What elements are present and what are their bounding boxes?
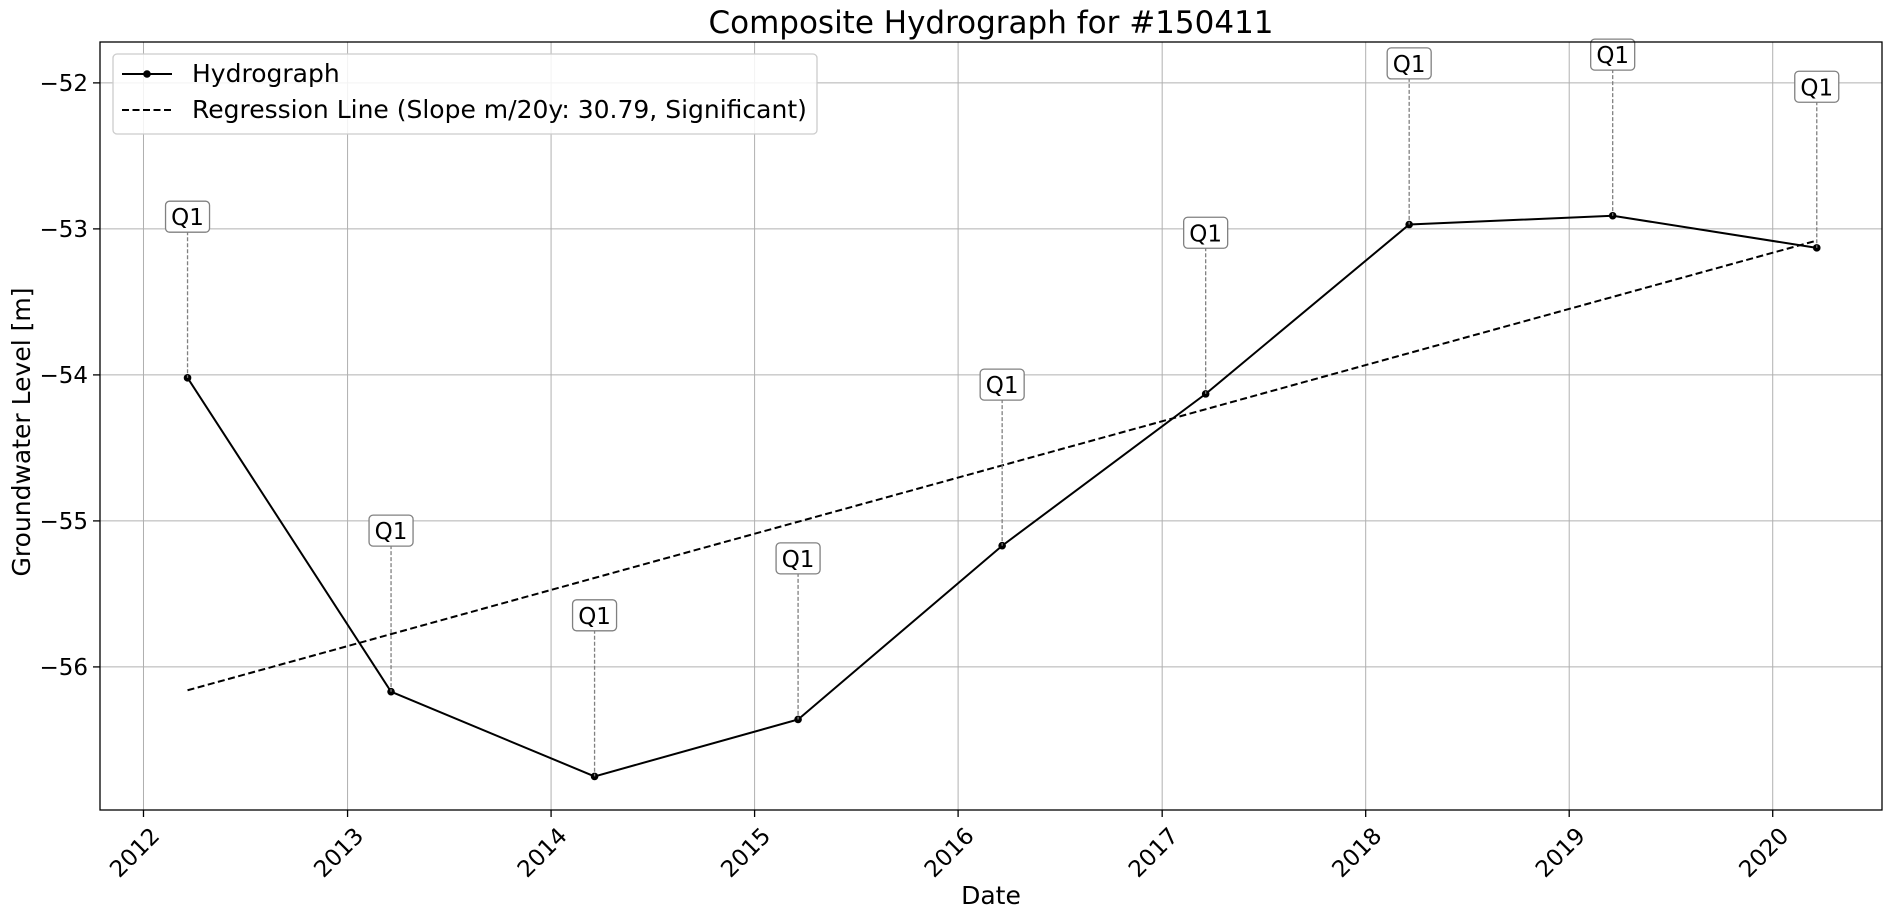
hydrograph-point (1201, 390, 1210, 398)
y-tick-label: −53 (39, 217, 88, 243)
y-axis-title: Groundwater Level [m] (7, 288, 36, 577)
chart-title: Composite Hydrograph for #150411 (708, 5, 1273, 41)
plot-frame (99, 41, 1883, 811)
legend-box (112, 53, 818, 135)
annotation-box (164, 200, 211, 233)
annotation-box (1386, 47, 1432, 80)
y-tick-label: −55 (39, 509, 88, 535)
annotation-box (1183, 216, 1229, 249)
annotation-box (1794, 70, 1840, 103)
annotation-box (979, 368, 1025, 401)
annotation-label: Q1 (578, 604, 611, 630)
annotation-label: Q1 (1800, 75, 1833, 101)
annotation-box (571, 599, 618, 632)
annotation-label: Q1 (986, 373, 1019, 399)
annotations-layer: Q1 Q1 Q1 Q1 Q1 Q1 Q1 Q1 Q1 (164, 38, 1840, 777)
annotation-label: Q1 (1189, 221, 1222, 247)
annotation-label: Q1 (1596, 43, 1629, 69)
legend-hydrograph-marker (143, 70, 151, 78)
y-tick-label: −54 (39, 363, 88, 389)
annotation-box (368, 514, 414, 547)
annotation-label: Q1 (1393, 52, 1426, 78)
annotation-label: Q1 (782, 547, 815, 573)
annotation-box (1590, 38, 1636, 71)
annotation-label: Q1 (171, 205, 204, 231)
y-tick-label: −52 (39, 71, 88, 97)
legend-hydrograph-label: Hydrograph (192, 59, 340, 88)
legend: Hydrograph Regression Line (Slope m/20y:… (112, 53, 818, 135)
annotation-label: Q1 (375, 519, 408, 545)
annotation-box (775, 542, 821, 575)
y-tick-label: −56 (39, 655, 88, 681)
x-axis-title: Date (961, 881, 1021, 910)
legend-regression-label: Regression Line (Slope m/20y: 30.79, Sig… (192, 95, 807, 124)
grid (100, 42, 1882, 810)
